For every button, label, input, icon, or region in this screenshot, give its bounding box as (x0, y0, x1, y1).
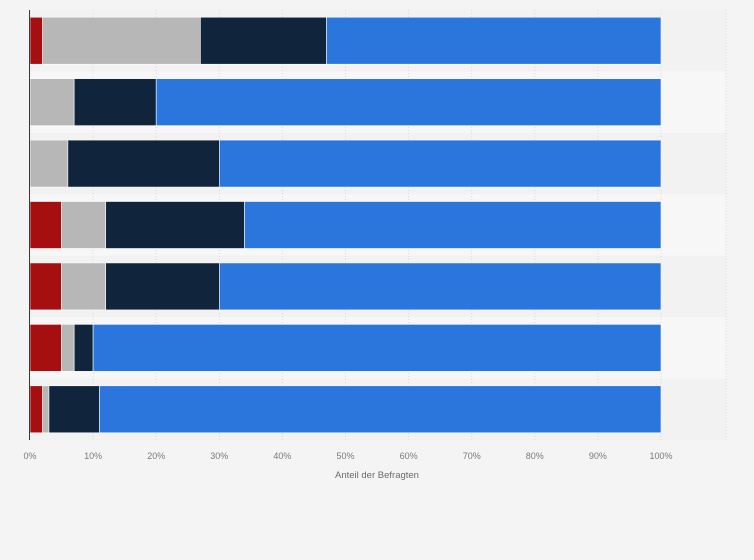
x-tick-label: 70% (463, 451, 481, 461)
bar-segment-row7-series4[interactable] (99, 385, 662, 434)
x-tick-label: 90% (589, 451, 607, 461)
x-tick-label: 20% (147, 451, 165, 461)
x-tick-label: 30% (210, 451, 228, 461)
bar-segment-row1-series1[interactable] (29, 16, 43, 65)
bar-segment-row4-series4[interactable] (244, 201, 662, 249)
bar-segment-row2-series2[interactable] (29, 78, 75, 126)
bar-segment-row3-series3[interactable] (67, 139, 220, 188)
x-tick-label: 100% (649, 451, 672, 461)
x-axis-title: Anteil der Befragten (335, 470, 419, 481)
x-axis-ticks: 0% 10% 20% 30% 40% 50% 60% 70% 80% 90% 100% (23, 451, 672, 461)
bar-segment-row5-series3[interactable] (105, 262, 220, 311)
bars (29, 16, 662, 434)
bar-segment-row4-series3[interactable] (105, 201, 245, 249)
bar-segment-row2-series3[interactable] (73, 78, 157, 126)
bar-segment-row1-series4[interactable] (326, 16, 662, 65)
x-tick-label: 10% (84, 451, 102, 461)
bar-segment-row1-series2[interactable] (42, 16, 201, 65)
bar-segment-row7-series2[interactable] (42, 385, 50, 434)
bar-segment-row7-series3[interactable] (48, 385, 100, 434)
bar-segment-row3-series4[interactable] (219, 139, 662, 188)
bar-segment-row4-series2[interactable] (61, 201, 107, 249)
bar-segment-row5-series1[interactable] (29, 262, 62, 311)
bar-segment-row5-series2[interactable] (61, 262, 107, 311)
x-tick-label: 0% (23, 451, 36, 461)
bar-segment-row6-series2[interactable] (61, 324, 75, 372)
bar-segment-row7-series1[interactable] (29, 385, 43, 434)
bar-segment-row3-series2[interactable] (29, 139, 69, 188)
x-tick-label: 80% (526, 451, 544, 461)
x-tick-label: 40% (273, 451, 291, 461)
bar-segment-row6-series1[interactable] (29, 324, 62, 372)
bar-segment-row4-series1[interactable] (29, 201, 62, 249)
bar-segment-row1-series3[interactable] (200, 16, 327, 65)
bar-segment-row2-series4[interactable] (155, 78, 662, 126)
x-tick-label: 60% (400, 451, 418, 461)
bar-segment-row6-series3[interactable] (73, 324, 94, 372)
x-tick-label: 50% (336, 451, 354, 461)
bar-segment-row6-series4[interactable] (92, 324, 662, 372)
bar-segment-row5-series4[interactable] (219, 262, 662, 311)
